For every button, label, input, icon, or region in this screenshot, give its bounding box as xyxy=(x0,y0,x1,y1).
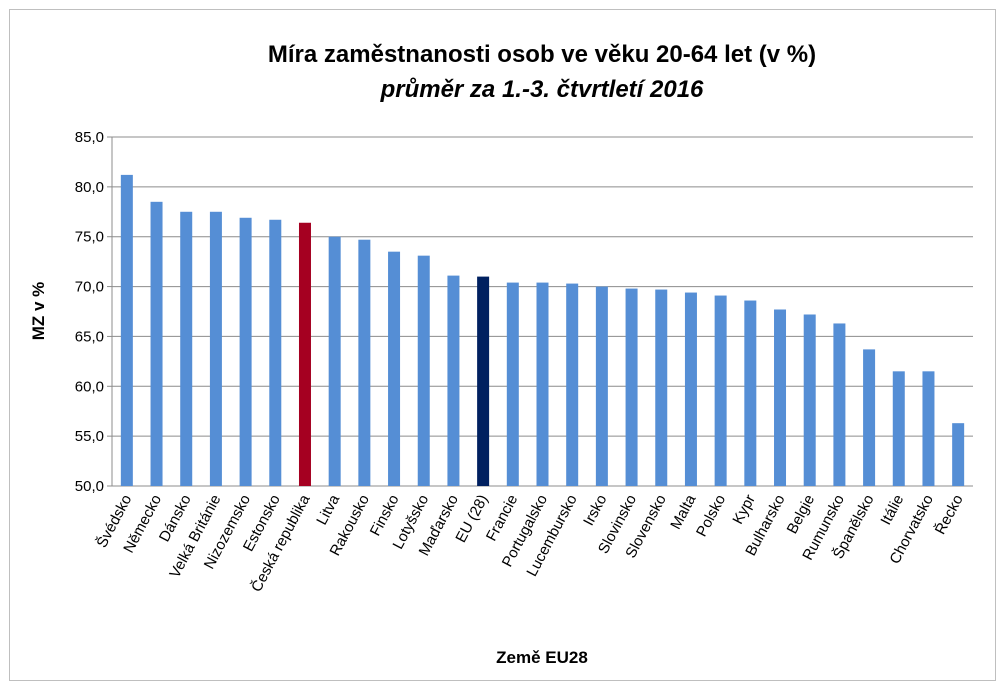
bar xyxy=(922,371,935,486)
bar xyxy=(358,239,371,486)
y-tick-label: 70,0 xyxy=(75,279,104,296)
bar xyxy=(269,219,282,486)
chart-border xyxy=(9,9,996,681)
bar xyxy=(684,292,697,486)
bar xyxy=(477,276,490,486)
bar xyxy=(952,423,965,486)
bar xyxy=(536,282,549,486)
y-tick-label: 80,0 xyxy=(75,179,104,196)
bar xyxy=(180,211,193,487)
chart-title: Míra zaměstnanosti osob ve věku 20-64 le… xyxy=(268,41,816,68)
bar xyxy=(892,371,905,486)
bar xyxy=(447,275,460,486)
bar xyxy=(833,323,846,486)
bar xyxy=(506,282,519,486)
bar xyxy=(863,349,876,486)
bar xyxy=(239,217,252,487)
bar xyxy=(655,289,668,486)
bar xyxy=(417,255,430,486)
bar xyxy=(595,286,608,486)
bar xyxy=(774,309,787,486)
bar xyxy=(566,283,579,486)
y-axis-label: MZ v % xyxy=(29,282,48,341)
bar xyxy=(388,251,401,486)
y-tick-label: 50,0 xyxy=(75,478,104,495)
y-tick-label: 60,0 xyxy=(75,378,104,395)
y-tick-label: 65,0 xyxy=(75,328,104,345)
bar xyxy=(803,314,816,486)
bar xyxy=(209,211,222,487)
bar xyxy=(150,201,163,487)
bar xyxy=(328,236,341,486)
bar xyxy=(625,288,638,486)
bar xyxy=(298,222,311,487)
y-tick-label: 55,0 xyxy=(75,428,104,445)
bar xyxy=(714,295,727,486)
y-tick-label: 75,0 xyxy=(75,229,104,246)
bar xyxy=(744,300,757,486)
bar xyxy=(120,174,133,487)
chart-subtitle: průměr za 1.-3. čtvrtletí 2016 xyxy=(380,76,704,103)
y-tick-label: 85,0 xyxy=(75,129,104,146)
x-axis-label: Země EU28 xyxy=(496,648,588,667)
